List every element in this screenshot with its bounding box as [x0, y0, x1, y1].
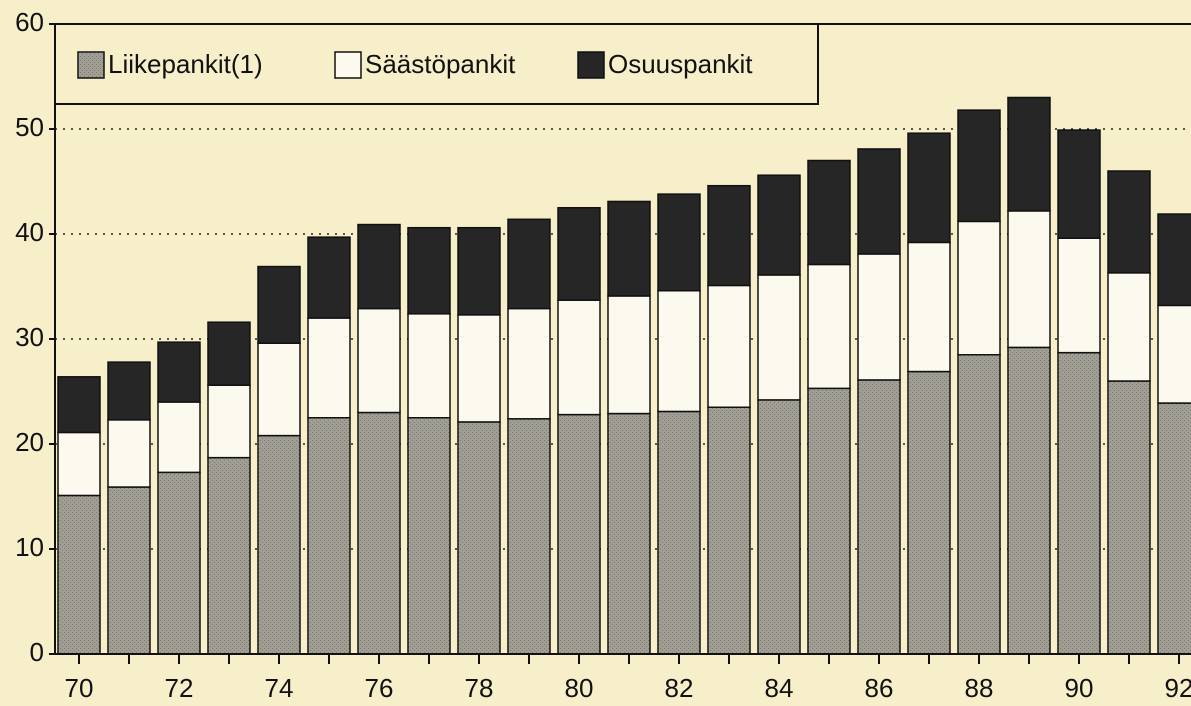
y-tick-label: 50	[15, 112, 44, 142]
bar-segment	[307, 317, 351, 419]
y-tick-label: 10	[15, 532, 44, 562]
bar-segment	[957, 109, 1001, 223]
bar-segment	[857, 148, 901, 255]
bar-segment	[757, 274, 801, 401]
bar-segment	[1007, 346, 1051, 655]
bar-segment	[407, 226, 451, 315]
bar-segment	[807, 387, 851, 655]
legend-label: Liikepankit(1)	[108, 49, 263, 79]
bar-segment	[257, 342, 301, 437]
bar-segment	[807, 263, 851, 390]
bar-segment	[857, 379, 901, 655]
bar-segment	[407, 417, 451, 655]
bar-segment	[1107, 170, 1151, 274]
bar-segment	[607, 295, 651, 415]
x-tick-label: 70	[65, 673, 94, 703]
bar-segment	[957, 354, 1001, 655]
bar-segment	[307, 417, 351, 655]
bar-segment	[407, 313, 451, 419]
bar-segment	[957, 220, 1001, 356]
bar-segment	[207, 384, 251, 459]
bar-segment	[807, 159, 851, 266]
bar-segment	[657, 193, 701, 292]
bar-segment	[357, 411, 401, 655]
bar-segment	[107, 486, 151, 655]
bar-segment	[507, 307, 551, 420]
bar-segment	[1057, 351, 1101, 655]
bar-segment	[157, 471, 201, 655]
x-tick-label: 90	[1065, 673, 1094, 703]
y-tick-label: 20	[15, 427, 44, 457]
bar-segment	[207, 456, 251, 655]
x-tick-label: 78	[465, 673, 494, 703]
bar-segment	[307, 236, 351, 319]
bar-segment	[357, 223, 401, 310]
bar-segment	[657, 410, 701, 655]
bar-segment	[457, 421, 501, 655]
x-tick-label: 84	[765, 673, 794, 703]
bar-segment	[1157, 213, 1191, 307]
bar-segment	[57, 376, 101, 434]
bar-segment	[457, 226, 501, 316]
bar-segment	[557, 413, 601, 655]
bar-segment	[107, 419, 151, 488]
bar-segment	[707, 184, 751, 287]
bar-segment	[557, 207, 601, 301]
legend-box	[54, 23, 819, 105]
legend-label: Säästöpankit	[365, 49, 516, 79]
bar-segment	[257, 434, 301, 655]
bar-segment	[1007, 96, 1051, 212]
bar-segment	[157, 401, 201, 474]
legend-swatch	[577, 51, 605, 79]
bar-segment	[857, 253, 901, 381]
bar-segment	[457, 314, 501, 423]
bar-segment	[557, 299, 601, 416]
x-tick-label: 72	[165, 673, 194, 703]
bar-segment	[57, 494, 101, 655]
legend-label: Osuuspankit	[608, 49, 753, 79]
legend-swatch	[334, 51, 362, 79]
bar-segment	[357, 307, 401, 414]
y-tick-label: 30	[15, 322, 44, 352]
bar-segment	[1057, 129, 1101, 239]
bar-segment	[907, 241, 951, 373]
legend-texture	[78, 52, 104, 78]
bar-segment	[507, 418, 551, 655]
bar-segment	[1157, 402, 1191, 655]
bar-segment	[57, 431, 101, 497]
bar-segment	[1057, 237, 1101, 354]
bar-segment	[207, 321, 251, 386]
x-tick-label: 88	[965, 673, 994, 703]
bar-segment	[707, 284, 751, 409]
bar-segment	[707, 406, 751, 655]
bar-segment	[607, 200, 651, 297]
bar-segment	[607, 412, 651, 655]
bar-segment	[1157, 304, 1191, 404]
x-tick-label: 80	[565, 673, 594, 703]
bar-segment	[907, 370, 951, 655]
bar-segment	[1107, 272, 1151, 382]
bar-segment	[757, 174, 801, 276]
bar-segment	[757, 399, 801, 655]
bar-segment	[257, 265, 301, 344]
x-tick-label: 74	[265, 673, 294, 703]
bar-segment	[657, 289, 701, 413]
x-tick-label: 92	[1165, 673, 1191, 703]
y-tick-label: 0	[30, 637, 44, 667]
x-tick-label: 82	[665, 673, 694, 703]
y-tick-label: 40	[15, 217, 44, 247]
bar-segment	[907, 132, 951, 244]
bar-segment	[1007, 210, 1051, 349]
x-tick-label: 86	[865, 673, 894, 703]
bar-segment	[157, 341, 201, 403]
x-tick-label: 76	[365, 673, 394, 703]
y-tick-label: 60	[15, 7, 44, 37]
bar-segment	[507, 218, 551, 310]
bar-segment	[107, 361, 151, 421]
bar-segment	[1107, 380, 1151, 655]
